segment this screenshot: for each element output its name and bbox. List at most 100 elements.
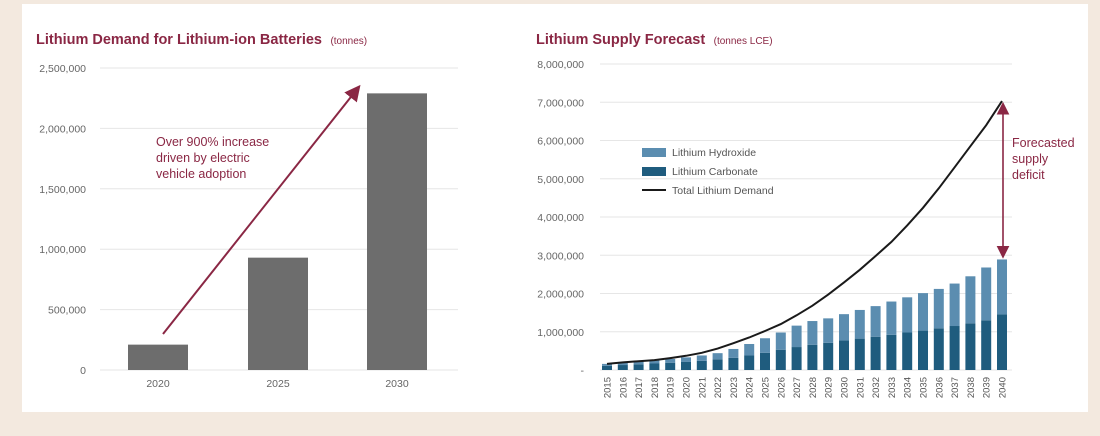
supply-x-tick-label: 2037 (950, 377, 961, 398)
hydroxide-bar (665, 358, 676, 363)
carbonate-bar (870, 336, 881, 370)
supply-x-tick-label: 2035 (919, 377, 930, 398)
demand-bar (367, 93, 427, 371)
carbonate-bar (728, 357, 739, 370)
demand-chart-title: Lithium Demand for Lithium-ion Batteries (36, 32, 322, 48)
carbonate-bar (665, 362, 676, 370)
supply-x-tick-label: 2030 (840, 377, 851, 398)
hydroxide-bar (997, 259, 1007, 315)
carbonate-bar (791, 347, 802, 370)
carbonate-bar (965, 323, 976, 370)
supply-x-tick-label: 2029 (824, 377, 835, 398)
carbonate-bar (617, 365, 628, 370)
demand-x-tick-label: 2020 (146, 378, 170, 390)
supply-x-tick-label: 2018 (650, 377, 661, 398)
carbonate-bar (775, 349, 786, 370)
supply-x-tick-label: 2021 (697, 377, 708, 398)
hydroxide-bar (870, 306, 881, 337)
supply-bars (602, 259, 1007, 370)
hydroxide-bar (602, 363, 612, 366)
supply-x-tick-label: 2039 (982, 377, 993, 398)
demand-bar (248, 257, 308, 370)
carbonate-bar (839, 340, 849, 370)
svg-text:Lithium Supply Forecast: Lithium Supply Forecast (tonnes LCE) (536, 31, 773, 48)
supply-x-tick-label: 2032 (871, 377, 882, 398)
demand-y-tick-label: 2,000,000 (39, 123, 86, 135)
hydroxide-bar (807, 321, 818, 345)
supply-x-tick-label: 2019 (666, 377, 677, 398)
legend-swatch-hydroxide (642, 148, 666, 157)
deficit-annotation-line-1: Forecasted (1012, 136, 1075, 150)
deficit-annotation-line-2: supply (1012, 152, 1049, 166)
supply-chart-title: Lithium Supply Forecast (536, 32, 705, 48)
carbonate-bar (744, 355, 755, 370)
hydroxide-bar (696, 355, 707, 361)
supply-x-tick-label: 2040 (998, 377, 1009, 398)
supply-x-tick-label: 2034 (903, 377, 914, 398)
carbonate-bar (823, 342, 834, 370)
hydroxide-bar (886, 301, 897, 335)
demand-y-axis: 0 500,000 1,000,000 1,500,000 2,000,000 2,500… (39, 63, 86, 377)
carbonate-bar (997, 314, 1007, 370)
hydroxide-bar (949, 283, 960, 327)
carbonate-bar (602, 365, 612, 370)
carbonate-bar (981, 320, 992, 370)
hydroxide-bar (933, 288, 944, 329)
demand-x-tick-label: 2025 (266, 378, 290, 390)
deficit-annotation-line-3: deficit (1012, 168, 1045, 182)
carbonate-bar (696, 360, 707, 370)
carbonate-bar (633, 364, 644, 370)
supply-x-tick-label: 2025 (761, 377, 772, 398)
hydroxide-bar (775, 332, 786, 350)
supply-x-tick-label: 2027 (792, 377, 803, 398)
carbonate-bar (712, 359, 723, 370)
supply-legend: Lithium Hydroxide Lithium Carbonate Tota… (642, 147, 774, 197)
supply-x-tick-label: 2017 (634, 377, 645, 398)
legend-swatch-carbonate (642, 167, 666, 176)
carbonate-bar (681, 361, 691, 370)
carbonate-bar (854, 338, 865, 370)
supply-y-tick-label: 6,000,000 (537, 136, 584, 148)
supply-chart-unit: (tonnes LCE) (714, 36, 773, 47)
demand-chart: Lithium Demand for Lithium-ion Batteries… (36, 31, 458, 390)
supply-x-tick-label: 2022 (713, 377, 724, 398)
supply-x-tick-label: 2031 (855, 377, 866, 398)
supply-y-tick-label: 3,000,000 (537, 250, 584, 262)
supply-y-tick-label: 1,000,000 (537, 327, 584, 339)
demand-y-tick-label: 1,500,000 (39, 184, 86, 196)
hydroxide-bar (760, 338, 770, 353)
supply-x-tick-label: 2020 (682, 377, 693, 398)
svg-text:Lithium Demand for Lithium-ion: Lithium Demand for Lithium-ion Batteries… (36, 31, 367, 48)
supply-x-tick-label: 2024 (745, 377, 756, 398)
legend-label-demand: Total Lithium Demand (672, 185, 774, 197)
demand-y-tick-label: 500,000 (48, 305, 86, 317)
supply-y-tick-label: - (581, 365, 585, 377)
supply-y-tick-label: 2,000,000 (537, 289, 584, 301)
supply-x-tick-label: 2015 (603, 377, 614, 398)
carbonate-bar (649, 363, 660, 370)
total-demand-line (606, 100, 1003, 365)
supply-y-tick-label: 8,000,000 (537, 59, 584, 71)
hydroxide-bar (649, 360, 660, 364)
demand-bar (128, 344, 188, 370)
hydroxide-bar (728, 348, 739, 358)
demand-y-tick-label: 2,500,000 (39, 63, 86, 75)
carbonate-bar (918, 330, 928, 370)
supply-x-tick-label: 2016 (618, 377, 629, 398)
hydroxide-bar (712, 353, 723, 360)
demand-chart-unit: (tonnes) (330, 36, 367, 47)
hydroxide-bar (823, 318, 834, 343)
demand-bars (128, 93, 427, 371)
supply-y-tick-label: 5,000,000 (537, 174, 584, 186)
hydroxide-bar (902, 297, 913, 333)
demand-y-tick-label: 0 (80, 365, 86, 377)
carbonate-bar (949, 326, 960, 370)
hydroxide-bar (965, 276, 976, 324)
hydroxide-bar (633, 361, 644, 365)
hydroxide-bar (617, 362, 628, 366)
supply-x-tick-label: 2028 (808, 377, 819, 398)
supply-y-tick-label: 4,000,000 (537, 212, 584, 224)
hydroxide-bar (839, 314, 849, 341)
hydroxide-bar (744, 343, 755, 356)
supply-y-tick-label: 7,000,000 (537, 97, 584, 109)
